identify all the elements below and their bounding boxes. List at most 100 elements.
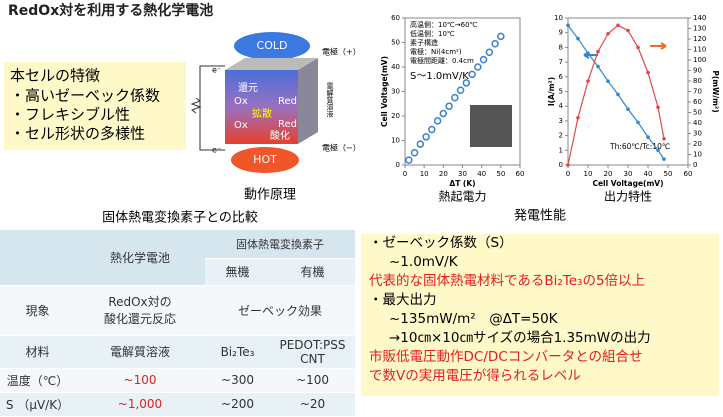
point (433, 117, 442, 125)
cell: RedOx対の 酸化還元反応 (75, 285, 205, 336)
cell: 温度（℃） (0, 368, 75, 393)
point (596, 49, 600, 54)
y-tick-label: 0 (559, 161, 563, 169)
y2-tick-label: 40 (693, 119, 702, 127)
cell: ~20 (270, 392, 355, 417)
features-heading: 本セルの特徴 (10, 67, 100, 85)
point (626, 28, 630, 33)
series-line (567, 24, 665, 160)
point (566, 23, 570, 28)
y2-tick-label: 10 (693, 151, 702, 159)
chart-caption: 出力特性 (604, 189, 652, 204)
red-label: Red (278, 119, 297, 130)
y-tick-label: 4 (559, 102, 564, 110)
hot-label: HOT (253, 153, 277, 166)
y2-tick-label: 20 (693, 140, 702, 148)
point (636, 45, 640, 50)
point (479, 55, 488, 64)
cell: ~300 (205, 368, 270, 393)
x-tick-label: 10 (420, 170, 429, 178)
y-tick-label: 20 (391, 112, 400, 120)
line: 酸化還元反応 (103, 312, 176, 326)
chart-caption: 熱起電力 (438, 190, 486, 204)
summary-line: ・最大出力 (369, 292, 437, 308)
x-tick-label: 20 (439, 170, 448, 178)
oxidation-label: 酸化 (270, 129, 290, 142)
point (606, 79, 610, 84)
point (616, 92, 620, 97)
feature: ・セル形状の多様性 (10, 125, 145, 143)
point (462, 79, 471, 87)
cell: 有機 (270, 258, 355, 286)
point (439, 109, 448, 118)
y2-tick-label: 120 (693, 35, 706, 43)
arrow-p (650, 42, 667, 50)
point (456, 86, 465, 95)
reduction-label: 還元 (238, 82, 258, 94)
cell: 電解質溶液 (75, 335, 205, 369)
y-tick-label: 9 (559, 29, 563, 37)
point (586, 51, 590, 56)
y-axis-label: Cell Voltage(mV) (380, 56, 389, 127)
y-tick-label: 10 (391, 137, 400, 145)
x-tick-label: 10 (584, 170, 593, 178)
y2-tick-label: 110 (693, 46, 706, 54)
cell: ~1,000 (75, 392, 205, 417)
cell (0, 230, 75, 286)
point (646, 135, 650, 139)
cell: 固体熱電変換素子 (205, 230, 355, 259)
point (566, 163, 570, 167)
y-tick-label: 5 (559, 88, 563, 96)
diffusion-label: 拡散 (252, 107, 272, 120)
x-tick-label: 20 (604, 170, 613, 178)
y-tick-label: 1 (559, 146, 563, 154)
chart-note: 高温側：10℃→60℃ (410, 20, 478, 29)
x-axis-label: ΔT (K) (449, 179, 475, 188)
diagram-caption: 動作原理 (244, 188, 296, 203)
point (491, 39, 499, 48)
y2-tick-label: 70 (693, 88, 702, 96)
y-tick-label: 30 (391, 88, 400, 96)
y2-tick-label: 30 (693, 130, 702, 138)
diagram: COLD HOT 電極（+） 電極（−） 電解質溶液 還元 Ox Red 拡散 … (190, 32, 361, 203)
ox-label: Ox (234, 120, 248, 131)
point (451, 93, 459, 102)
x-tick-label: 60 (684, 170, 693, 178)
y-tick-label: 50 (391, 39, 400, 47)
y2-axis-label: P(mW/m²) (711, 70, 720, 112)
point (636, 120, 640, 125)
summary-line: ~135mW/m² @ΔT=50K (389, 311, 558, 327)
line: PEDOT:PSS (279, 337, 346, 352)
title: RedOx対を利用する熱化学電池 (8, 2, 213, 19)
point (405, 156, 413, 164)
y2-tick-label: 0 (693, 161, 697, 169)
x-tick-label: 0 (403, 170, 407, 178)
x-tick-label: 50 (496, 170, 505, 178)
point (576, 115, 580, 120)
cell: 熱化学電池 (75, 230, 205, 286)
point (586, 79, 590, 83)
y2-tick-label: 80 (693, 77, 702, 85)
line: CNT (300, 351, 325, 366)
point (416, 140, 425, 148)
summary-line: →10㎝×10㎝サイズの場合1.35mWの出力 (389, 330, 651, 346)
point (616, 23, 620, 28)
x-tick-label: 30 (624, 170, 633, 178)
device-photo (470, 105, 512, 147)
summary-line: 代表的な固体熱電材料であるBi₂Te₃の5倍以上 (369, 273, 646, 289)
y-tick-label: 8 (559, 43, 563, 51)
table-title: 固体熱電変換素子との比較 (102, 210, 258, 226)
performance-label: 発電性能 (514, 209, 566, 224)
cell: 無機 (205, 258, 270, 286)
point (485, 48, 494, 57)
point (410, 149, 419, 157)
point (596, 64, 600, 69)
y-axis-label: I(A/m²) (547, 77, 556, 106)
x-axis-label: Cell Voltage(mV) (592, 179, 663, 188)
y2-tick-label: 130 (693, 25, 706, 33)
cell: ~100 (75, 368, 205, 393)
summary-line: 市販低電圧動作DC/DCコンバータとの組合せ (369, 349, 643, 365)
point (497, 32, 505, 41)
